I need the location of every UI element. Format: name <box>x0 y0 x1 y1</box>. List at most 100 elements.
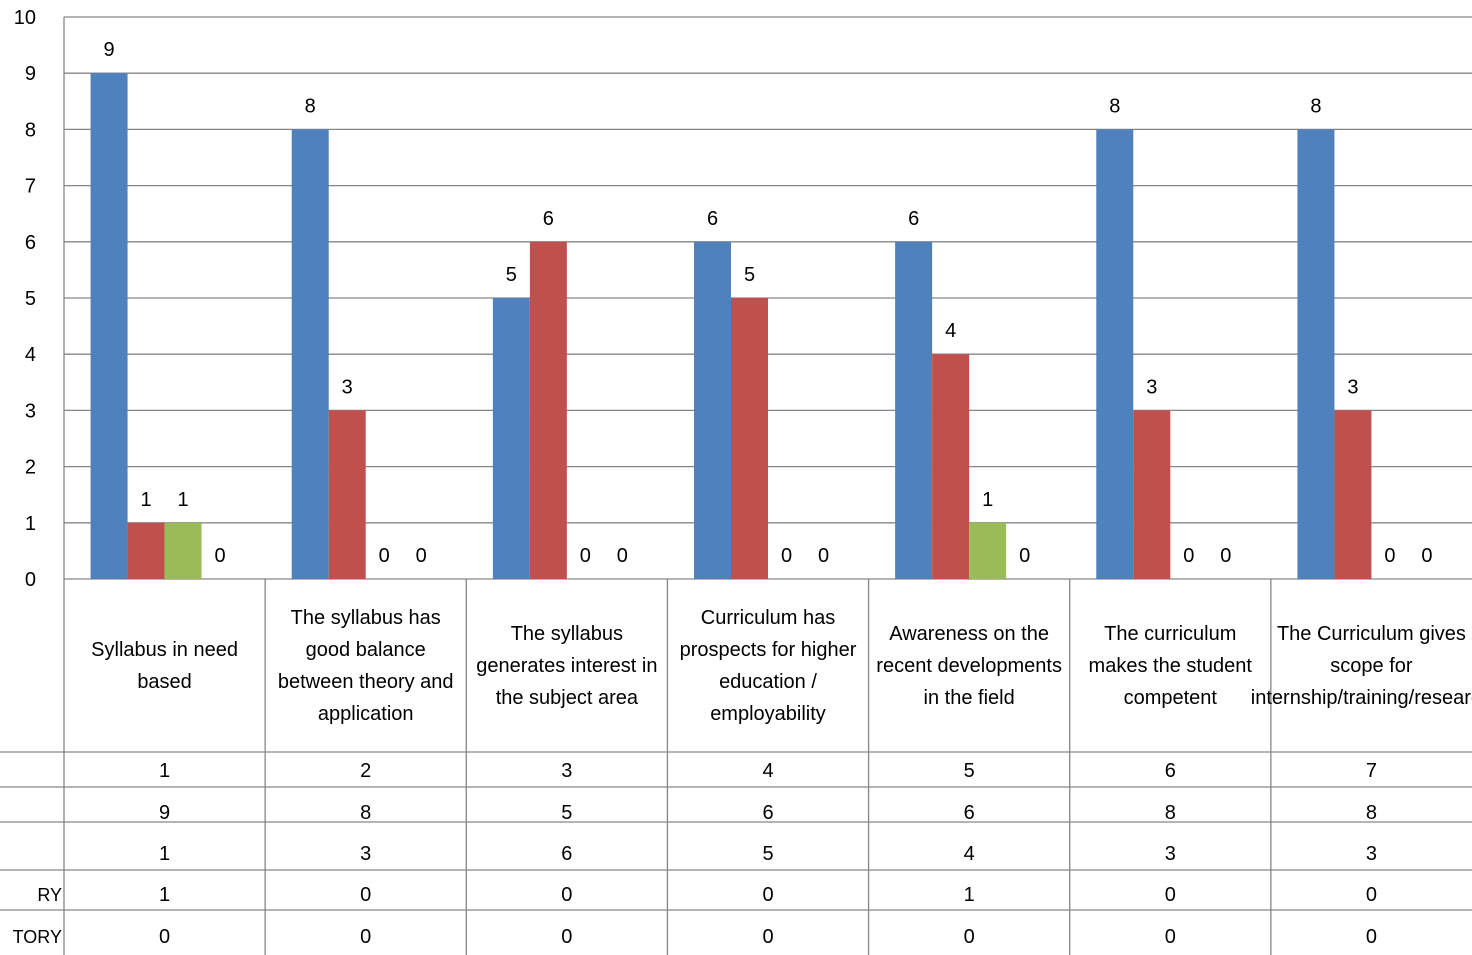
bar <box>694 241 731 580</box>
data-label: 8 <box>305 95 316 117</box>
data-label: 9 <box>104 39 115 61</box>
table-cell: 6 <box>964 802 975 824</box>
table-cell: 0 <box>360 884 371 906</box>
data-labels: 9 8 5 6 6 8 8 1 3 6 5 4 3 3 1 0 0 0 1 0 0 0 0 0 0 0 0 0 <box>104 39 1433 567</box>
category-number: 5 <box>964 760 975 782</box>
category-label: The syllabus generates interest in the s… <box>476 623 658 709</box>
data-table: 1 2 3 4 5 6 7 9 8 5 6 6 8 8 1 3 6 5 4 3 3 RY 1 0 0 0 1 0 0 TORY 0 0 0 0 0 0… <box>0 579 1472 955</box>
data-label: 0 <box>1421 545 1432 567</box>
data-label: 6 <box>908 208 919 230</box>
table-cell: 1 <box>159 843 170 865</box>
bar <box>932 354 970 579</box>
category-number: 4 <box>762 760 773 782</box>
data-label: 0 <box>1019 545 1030 567</box>
data-label: 1 <box>141 489 152 511</box>
category-number: 1 <box>159 760 170 782</box>
y-tick-label: 6 <box>25 232 36 254</box>
data-label: 5 <box>506 264 517 286</box>
series-name: TORY <box>13 927 62 947</box>
table-cell: 9 <box>159 802 170 824</box>
table-cell: 8 <box>1165 802 1176 824</box>
data-label: 5 <box>744 264 755 286</box>
y-tick-label: 0 <box>25 569 36 591</box>
data-label: 8 <box>1310 95 1321 117</box>
bar <box>731 298 768 579</box>
category-label: Curriculum has prospects for higher educ… <box>679 607 857 725</box>
bar <box>1297 129 1335 579</box>
table-cell: 0 <box>964 926 975 948</box>
table-cell: 8 <box>1366 802 1377 824</box>
table-cell: 0 <box>1165 926 1176 948</box>
category-number: 6 <box>1165 760 1176 782</box>
y-tick-label: 9 <box>25 63 36 85</box>
data-label: 1 <box>178 489 189 511</box>
data-label: 0 <box>580 545 591 567</box>
table-cell: 6 <box>762 802 773 824</box>
data-label: 0 <box>1384 545 1395 567</box>
bar <box>127 522 165 579</box>
y-axis: 0 1 2 3 4 5 6 7 8 9 10 <box>14 7 65 955</box>
table-cell: 5 <box>762 843 773 865</box>
data-label: 4 <box>945 320 956 342</box>
y-tick-label: 5 <box>25 288 36 310</box>
bar <box>164 522 202 579</box>
table-cell: 5 <box>561 802 572 824</box>
y-tick-label: 1 <box>25 513 36 535</box>
table-cell: 0 <box>159 926 170 948</box>
data-label: 3 <box>342 376 353 398</box>
table-cell: 0 <box>561 884 572 906</box>
y-tick-label: 2 <box>25 457 36 479</box>
y-tick-label: 4 <box>25 344 36 366</box>
table-cell: 0 <box>1366 926 1377 948</box>
bar <box>90 73 128 579</box>
table-cell: 1 <box>159 884 170 906</box>
table-cell: 6 <box>561 843 572 865</box>
table-cell: 0 <box>762 926 773 948</box>
data-label: 0 <box>1183 545 1194 567</box>
y-tick-label: 3 <box>25 400 36 422</box>
bar <box>1133 410 1171 579</box>
y-tick-label: 8 <box>25 119 36 141</box>
bar <box>969 522 1007 579</box>
data-label: 0 <box>617 545 628 567</box>
data-label: 1 <box>982 489 993 511</box>
bar <box>492 298 530 579</box>
data-label: 0 <box>416 545 427 567</box>
table-cell: 0 <box>360 926 371 948</box>
bar <box>1334 410 1372 579</box>
data-label: 8 <box>1109 95 1120 117</box>
category-number: 3 <box>561 760 572 782</box>
category-label: The curriculum makes the student compete… <box>1088 623 1252 709</box>
bar <box>291 129 329 579</box>
data-label: 6 <box>707 208 718 230</box>
table-cell: 0 <box>1165 884 1176 906</box>
bar <box>895 241 933 580</box>
data-label: 3 <box>1146 376 1157 398</box>
category-label: Syllabus in need based <box>91 639 238 693</box>
data-label: 0 <box>215 545 226 567</box>
data-label: 0 <box>1220 545 1231 567</box>
category-label: The Curriculum gives scope for internshi… <box>1250 623 1472 709</box>
data-label: 3 <box>1347 376 1358 398</box>
y-tick-label: 10 <box>14 7 36 29</box>
bar <box>529 241 567 580</box>
data-label: 0 <box>781 545 792 567</box>
data-label: 0 <box>818 545 829 567</box>
bar <box>328 410 366 579</box>
table-cell: 3 <box>1366 843 1377 865</box>
series-name: RY <box>37 885 62 905</box>
category-number: 2 <box>360 760 371 782</box>
data-label: 6 <box>543 208 554 230</box>
data-label: 0 <box>379 545 390 567</box>
category-label: Awareness on the recent developments in … <box>876 623 1062 709</box>
table-cell: 1 <box>964 884 975 906</box>
table-cell: 0 <box>1366 884 1377 906</box>
table-cell: 0 <box>561 926 572 948</box>
table-cell: 4 <box>964 843 975 865</box>
category-label: The syllabus has good balance between th… <box>277 607 454 725</box>
table-cell: 0 <box>762 884 773 906</box>
bars <box>90 73 1372 580</box>
table-cell: 8 <box>360 802 371 824</box>
bar <box>1096 129 1134 579</box>
